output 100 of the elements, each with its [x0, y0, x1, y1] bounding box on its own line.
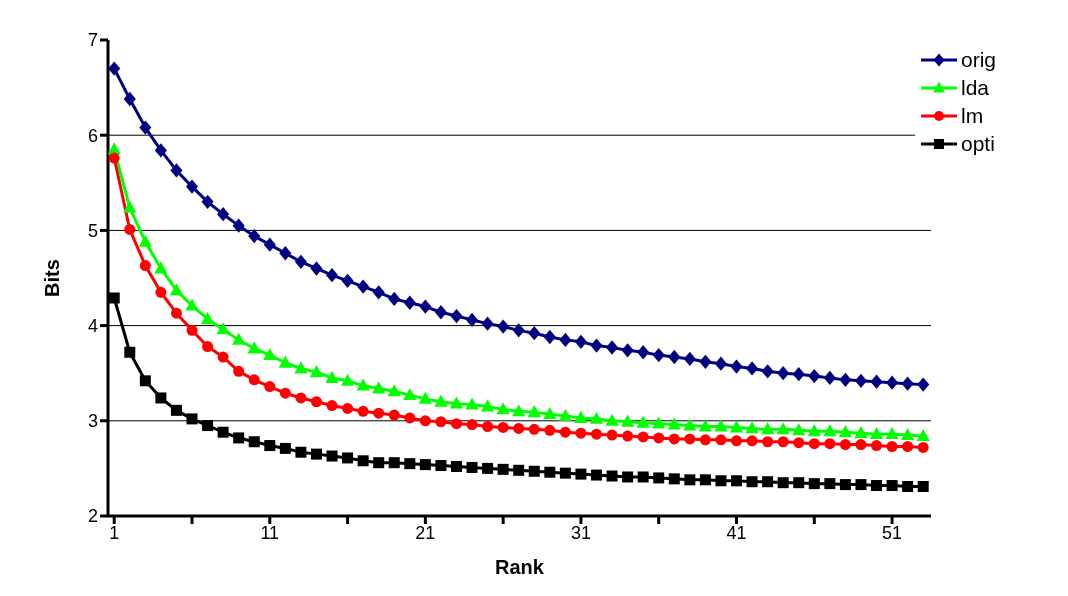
point	[621, 343, 634, 358]
point	[606, 470, 618, 482]
point	[590, 469, 602, 481]
point	[886, 375, 899, 390]
point	[232, 332, 246, 345]
point	[698, 419, 712, 432]
x-tick-label: 21	[415, 522, 436, 543]
point	[589, 411, 604, 424]
point	[714, 419, 728, 432]
point	[869, 426, 884, 440]
point	[248, 228, 261, 244]
point	[746, 476, 758, 488]
point	[668, 349, 681, 365]
point	[714, 356, 727, 371]
point	[466, 419, 478, 431]
point	[201, 194, 214, 209]
y-tick-label: 7	[87, 30, 98, 51]
point	[652, 416, 666, 429]
point	[558, 408, 572, 421]
point	[637, 345, 650, 360]
point	[310, 261, 323, 276]
x-tick-label: 51	[882, 522, 903, 543]
point	[233, 432, 245, 444]
point	[823, 370, 836, 386]
point	[808, 438, 820, 450]
point	[871, 440, 883, 452]
point	[326, 400, 338, 412]
point	[792, 423, 806, 436]
point	[170, 163, 183, 178]
point	[124, 223, 136, 235]
point	[512, 323, 525, 338]
point	[154, 261, 168, 274]
point	[901, 427, 915, 441]
point	[605, 413, 619, 426]
point	[746, 435, 758, 447]
point	[902, 480, 914, 492]
point	[139, 120, 152, 135]
point	[124, 346, 136, 358]
point	[668, 433, 680, 445]
y-axis-title: Bits	[41, 259, 64, 297]
point	[326, 450, 338, 462]
point	[513, 464, 525, 476]
point	[606, 429, 618, 441]
point	[279, 246, 292, 261]
point	[340, 373, 355, 386]
x-tick-label: 11	[260, 522, 280, 543]
point	[123, 200, 137, 213]
point	[325, 267, 339, 283]
point	[263, 237, 276, 252]
point	[108, 152, 120, 164]
point	[839, 479, 851, 491]
point	[263, 347, 277, 361]
point	[481, 316, 494, 331]
point	[279, 442, 291, 454]
point	[185, 179, 199, 194]
point	[544, 466, 556, 478]
point	[387, 384, 401, 397]
point	[404, 412, 416, 424]
legend-label: lda	[960, 76, 989, 100]
point	[264, 381, 276, 393]
point	[497, 319, 510, 334]
point	[543, 329, 556, 345]
point	[792, 367, 805, 382]
point	[123, 91, 136, 107]
point	[450, 461, 462, 472]
point	[482, 462, 494, 474]
x-tick-label: 31	[570, 522, 591, 543]
point	[902, 441, 914, 452]
point	[388, 409, 400, 421]
point	[497, 463, 509, 475]
point	[294, 361, 308, 374]
point	[575, 468, 587, 480]
y-tick-label: 6	[87, 125, 98, 146]
point	[325, 370, 339, 383]
point	[731, 475, 743, 487]
point	[419, 299, 432, 314]
point	[527, 405, 541, 418]
point	[917, 480, 929, 492]
point	[170, 404, 182, 416]
point	[155, 392, 167, 404]
point	[870, 374, 883, 389]
point	[622, 430, 634, 442]
point	[186, 324, 198, 336]
point	[388, 457, 400, 469]
point	[169, 283, 184, 296]
x-axis-title: Rank	[495, 556, 545, 578]
point	[699, 434, 711, 446]
point	[668, 473, 680, 485]
point	[217, 426, 229, 438]
point	[170, 307, 182, 319]
point	[683, 418, 697, 431]
point	[357, 455, 369, 467]
point	[434, 305, 447, 320]
point	[418, 391, 432, 404]
point	[449, 396, 464, 409]
point	[793, 477, 805, 489]
point	[482, 421, 494, 433]
point	[356, 378, 370, 391]
point	[729, 420, 744, 433]
point	[403, 387, 417, 401]
